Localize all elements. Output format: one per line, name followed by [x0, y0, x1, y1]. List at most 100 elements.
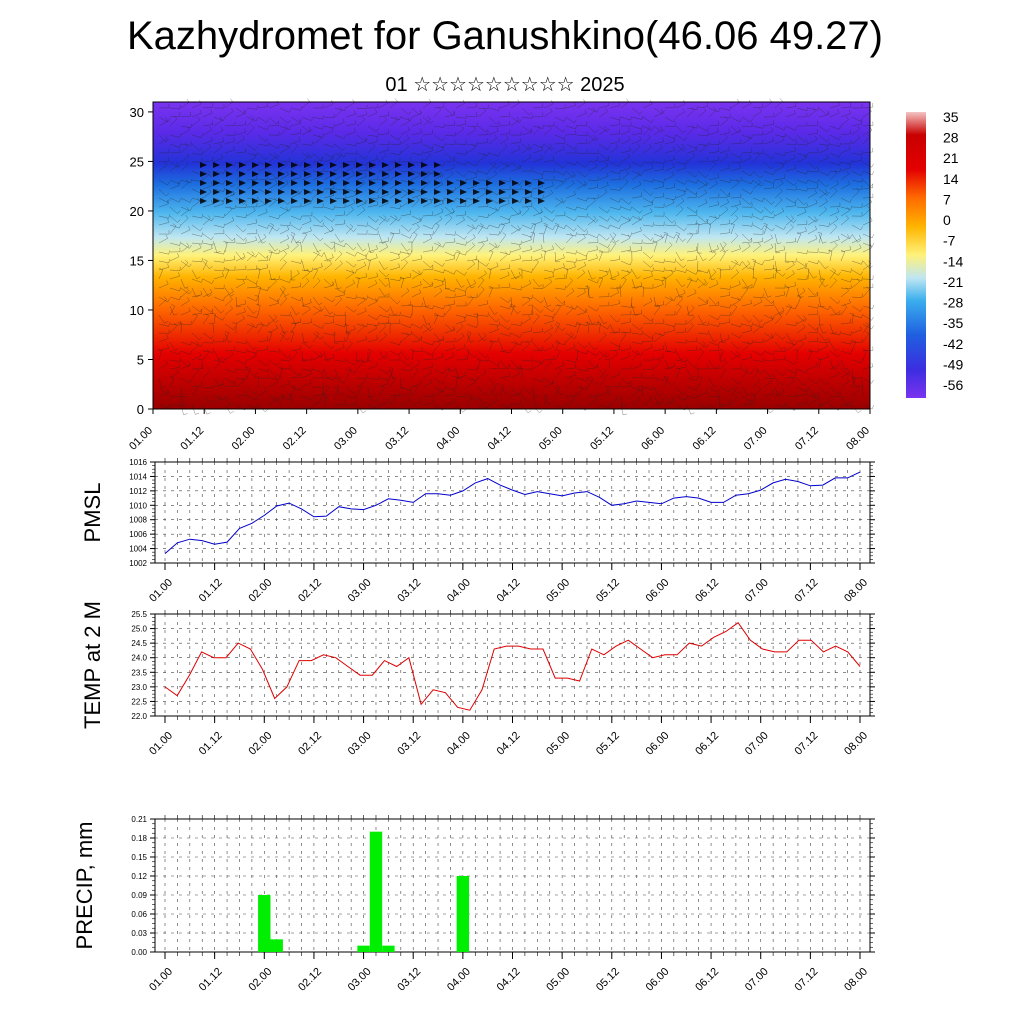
- y-tick-label: 25.5: [131, 610, 147, 619]
- x-tick-label: 04.00: [445, 730, 473, 758]
- x-tick-label: 04.00: [445, 966, 473, 994]
- x-tick-label: 06.00: [639, 425, 667, 453]
- x-tick-label: 02.12: [281, 425, 309, 453]
- y-axis-label: PRECIP, mm: [72, 822, 97, 950]
- x-tick-label: 06.12: [691, 425, 719, 453]
- x-tick-label: 01.12: [197, 730, 225, 758]
- y-tick-label: 25: [130, 154, 144, 169]
- x-tick-label: 01.12: [178, 425, 206, 453]
- colorbar-label: 28: [943, 130, 959, 146]
- pmsl-panel: 1002 1004 1006 1008 1010 1012 1014 1016 01.00 01.…: [80, 458, 875, 605]
- colorbar-labels: 35 28 21 14 7 0 -7 -14 -21 -28 -35 -42 -49 -56: [943, 109, 963, 393]
- colorbar: 35 28 21 14 7 0 -7 -14 -21 -28 -35 -42 -49 -56: [906, 109, 963, 398]
- colorbar-label: 21: [943, 150, 959, 166]
- colorbar-label: 7: [943, 191, 951, 207]
- x-tick-label: 01.00: [147, 966, 175, 994]
- x-tick-label: 08.00: [842, 577, 870, 605]
- colorbar-label: -28: [943, 295, 963, 311]
- x-tick-label: 02.00: [246, 730, 274, 758]
- y-tick-label: 5: [137, 352, 144, 367]
- x-tick-label: 01.00: [147, 730, 175, 758]
- x-tick-label: 02.00: [246, 577, 274, 605]
- x-tick-label: 06.00: [644, 966, 672, 994]
- x-tick-label: 06.12: [693, 966, 721, 994]
- x-tick-label: 01.12: [197, 966, 225, 994]
- colorbar-label: 35: [943, 109, 959, 125]
- x-tick-label: 05.12: [594, 730, 622, 758]
- x-tick-label: 04.12: [495, 577, 523, 605]
- x-tick-label: 07.12: [793, 966, 821, 994]
- x-tick-label: 03.00: [346, 577, 374, 605]
- wind-barbs: [157, 98, 875, 416]
- y-tick-label: 0: [137, 402, 144, 417]
- x-tick-label: 05.12: [588, 425, 616, 453]
- x-tick-label: 04.12: [495, 730, 523, 758]
- colorbar-label: -14: [943, 253, 963, 269]
- colorbar-label: 14: [943, 171, 959, 187]
- x-tick-label: 01.00: [127, 425, 155, 453]
- x-tick-label: 03.12: [395, 577, 423, 605]
- y-axis-label: TEMP at 2 M: [80, 601, 105, 729]
- x-tick-label: 02.12: [296, 730, 324, 758]
- y-tick-label: 0.15: [131, 853, 147, 862]
- x-tick-label: 04.12: [495, 966, 523, 994]
- y-tick-label: 1002: [129, 559, 147, 568]
- y-tick-label: 10: [130, 303, 144, 318]
- y-tick-label: 0.03: [131, 929, 147, 938]
- y-tick-label: 1010: [129, 501, 147, 510]
- x-tick-label: 04.00: [434, 425, 462, 453]
- x-tick-label: 02.00: [230, 425, 258, 453]
- x-tick-label: 06.00: [644, 730, 672, 758]
- series-line: [164, 621, 861, 711]
- y-tick-label: 0.21: [131, 815, 147, 824]
- y-tick-label: 22.5: [131, 697, 147, 706]
- x-tick-label: 07.12: [793, 577, 821, 605]
- panel-frame: [154, 818, 871, 953]
- temperature-cross-section-panel: 0 5 10 15 20 25 30 01.00 01.12 02.00 02.12 03.00 03…: [127, 98, 875, 453]
- x-tick-label: 07.12: [793, 730, 821, 758]
- y-tick-label: 24.0: [131, 654, 147, 663]
- x-tick-label: 05.00: [544, 577, 572, 605]
- x-tick-label: 02.00: [246, 966, 274, 994]
- panel-frame: [154, 613, 871, 717]
- x-tick-label: 03.12: [395, 966, 423, 994]
- x-tick-label: 04.00: [445, 577, 473, 605]
- y-tick-label: 15: [130, 253, 144, 268]
- x-tick-label: 03.12: [383, 425, 411, 453]
- x-tick-label: 03.00: [332, 425, 360, 453]
- series-line: [164, 471, 861, 554]
- x-tick-label: 06.00: [644, 577, 672, 605]
- x-tick-label: 07.00: [743, 966, 771, 994]
- cross-section-y-axis: 0 5 10 15 20 25 30: [130, 105, 153, 417]
- colorbar-label: -56: [943, 377, 963, 393]
- panel-frame: [154, 461, 871, 564]
- x-tick-label: 02.12: [296, 577, 324, 605]
- colorbar-label: -21: [943, 274, 963, 290]
- x-tick-label: 07.12: [793, 425, 821, 453]
- precip-bar: [369, 831, 383, 952]
- precip-bar: [357, 945, 370, 952]
- y-tick-label: 25.0: [131, 625, 147, 634]
- x-tick-label: 04.12: [486, 425, 514, 453]
- colorbar-label: -7: [943, 233, 956, 249]
- x-tick-label: 01.00: [147, 577, 175, 605]
- y-tick-label: 0.12: [131, 872, 147, 881]
- y-tick-label: 1012: [129, 487, 147, 496]
- precip-bar: [382, 945, 395, 952]
- cross-section-field: [153, 102, 870, 409]
- y-tick-label: 0.18: [131, 834, 147, 843]
- colorbar-ramp: [906, 112, 926, 398]
- colorbar-label: -49: [943, 356, 963, 372]
- y-tick-label: 1004: [129, 545, 147, 554]
- y-tick-label: 20: [130, 204, 144, 219]
- x-tick-label: 08.00: [842, 730, 870, 758]
- x-tick-label: 02.12: [296, 966, 324, 994]
- x-tick-label: 05.12: [594, 577, 622, 605]
- precip-bar: [270, 939, 283, 952]
- y-tick-label: 22.0: [131, 712, 147, 721]
- colorbar-label: -42: [943, 336, 963, 352]
- y-tick-label: 23.5: [131, 668, 147, 677]
- y-tick-label: 1006: [129, 530, 147, 539]
- x-tick-label: 05.12: [594, 966, 622, 994]
